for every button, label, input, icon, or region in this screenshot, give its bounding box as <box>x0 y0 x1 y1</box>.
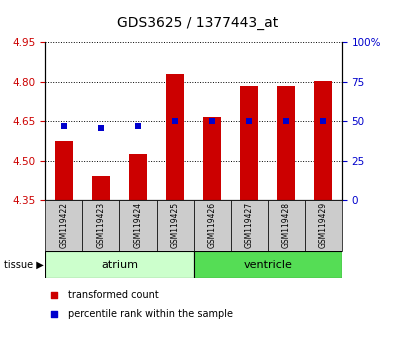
Bar <box>194 251 342 278</box>
Bar <box>268 200 305 251</box>
Point <box>135 123 141 129</box>
Text: GSM119423: GSM119423 <box>96 201 105 248</box>
Bar <box>45 251 194 278</box>
Point <box>51 311 58 316</box>
Bar <box>166 74 184 200</box>
Text: GSM119422: GSM119422 <box>59 201 68 247</box>
Bar <box>156 200 194 251</box>
Text: atrium: atrium <box>101 259 138 270</box>
Bar <box>120 200 156 251</box>
Point <box>98 125 104 130</box>
Text: GSM119424: GSM119424 <box>134 201 143 248</box>
Text: GSM119429: GSM119429 <box>319 201 328 248</box>
Text: GSM119425: GSM119425 <box>171 201 180 248</box>
Bar <box>203 117 221 200</box>
Point <box>172 118 178 124</box>
Bar <box>92 176 110 200</box>
Point <box>283 118 289 124</box>
Point <box>246 118 252 124</box>
Point <box>51 292 58 298</box>
Text: percentile rank within the sample: percentile rank within the sample <box>68 309 233 319</box>
Point <box>61 123 67 129</box>
Bar <box>194 200 231 251</box>
Bar <box>45 200 83 251</box>
Text: ventricle: ventricle <box>243 259 292 270</box>
Bar <box>305 200 342 251</box>
Point <box>209 118 215 124</box>
Text: GSM119427: GSM119427 <box>245 201 254 248</box>
Text: GDS3625 / 1377443_at: GDS3625 / 1377443_at <box>117 16 278 30</box>
Bar <box>277 86 295 200</box>
Text: tissue ▶: tissue ▶ <box>4 259 43 270</box>
Bar <box>240 86 258 200</box>
Text: GSM119428: GSM119428 <box>282 201 291 247</box>
Bar <box>83 200 120 251</box>
Bar <box>55 141 73 200</box>
Text: transformed count: transformed count <box>68 290 158 300</box>
Point <box>320 118 326 124</box>
Bar <box>314 81 333 200</box>
Bar <box>129 154 147 200</box>
Bar <box>231 200 268 251</box>
Text: GSM119426: GSM119426 <box>207 201 216 248</box>
